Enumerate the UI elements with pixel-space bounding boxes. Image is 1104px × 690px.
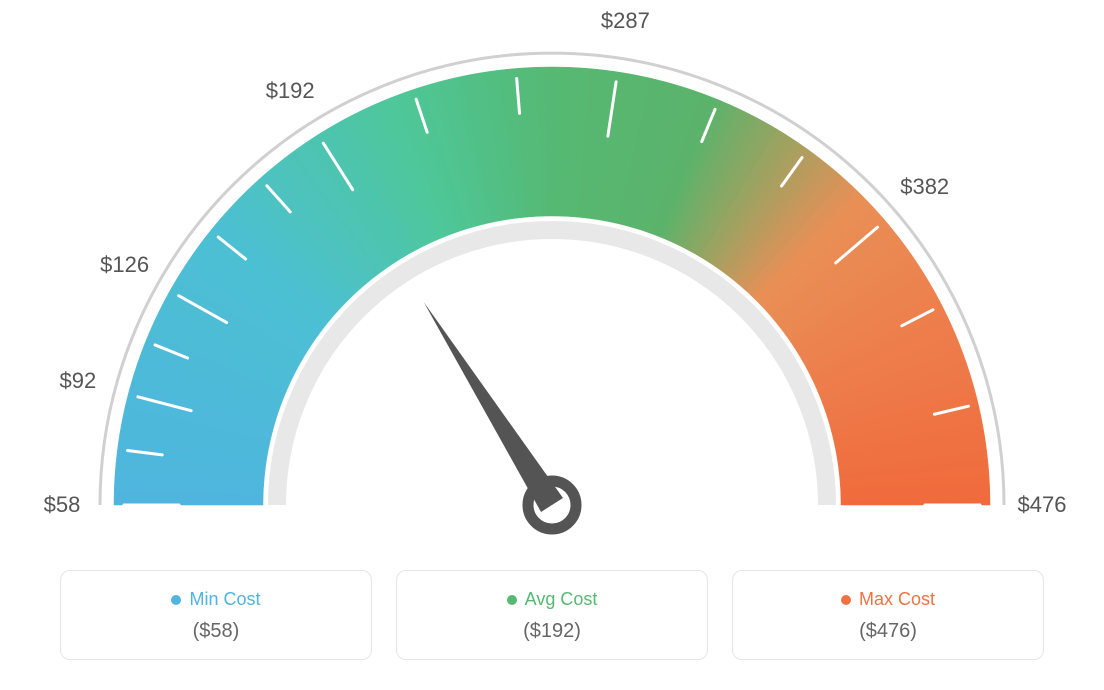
gauge-tick-label: $126 (100, 252, 149, 278)
legend: Min Cost ($58) Avg Cost ($192) Max Cost … (60, 570, 1044, 660)
legend-avg-title: Avg Cost (507, 589, 598, 610)
legend-avg-value: ($192) (407, 620, 697, 643)
gauge-tick-label: $382 (900, 174, 949, 200)
legend-max-title: Max Cost (841, 589, 935, 610)
legend-max-dot (841, 595, 851, 605)
legend-min-title: Min Cost (171, 589, 260, 610)
gauge-svg (0, 0, 1104, 560)
gauge-tick-label: $192 (266, 78, 315, 104)
legend-max-value: ($476) (743, 620, 1033, 643)
legend-avg-label: Avg Cost (525, 589, 598, 610)
legend-min-label: Min Cost (189, 589, 260, 610)
gauge-tick-label: $58 (44, 492, 81, 518)
gauge-tick-label: $287 (601, 8, 650, 34)
gauge-tick-label: $476 (1018, 492, 1067, 518)
legend-min-box: Min Cost ($58) (60, 570, 372, 660)
legend-min-value: ($58) (71, 620, 361, 643)
legend-avg-box: Avg Cost ($192) (396, 570, 708, 660)
legend-max-box: Max Cost ($476) (732, 570, 1044, 660)
gauge-tick-label: $92 (60, 368, 97, 394)
legend-max-label: Max Cost (859, 589, 935, 610)
legend-min-dot (171, 595, 181, 605)
legend-avg-dot (507, 595, 517, 605)
cost-gauge: $58 $92 $126 $192 $287 $382 $476 (0, 0, 1104, 560)
